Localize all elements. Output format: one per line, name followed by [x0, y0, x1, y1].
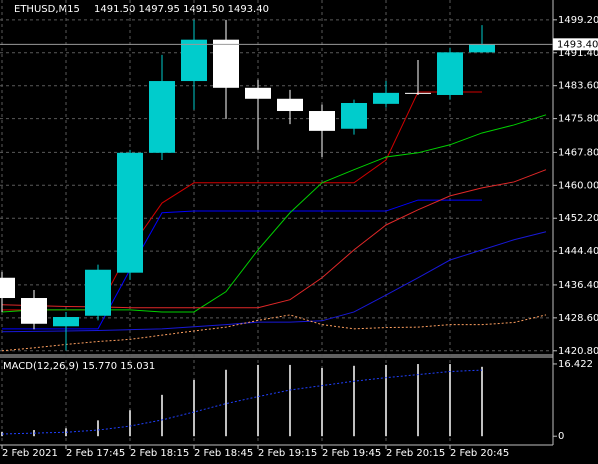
candle-body: [181, 39, 207, 82]
y-tick-label: 1452.20: [558, 213, 598, 224]
y-tick-label: 1475.80: [558, 114, 598, 125]
y-tick-label: 1436.40: [558, 280, 598, 291]
last-price-box: [553, 38, 598, 51]
x-tick-label: 2 Feb 18:15: [130, 448, 189, 459]
x-tick-label: 2 Feb 19:15: [258, 448, 317, 459]
y-tick-label: 1444.40: [558, 246, 598, 257]
indicator-line: [1, 169, 547, 309]
indicator-line: [1, 314, 547, 352]
x-tick-label: 2 Feb 20:45: [450, 448, 509, 459]
y-tick-label: 1428.60: [558, 313, 598, 324]
x-tick-label: 2 Feb 19:45: [322, 448, 381, 459]
candle-body: [85, 269, 111, 316]
symbol-title: ETHUSD,M15: [14, 4, 80, 15]
candle-body: [373, 92, 399, 104]
indicator-line: [2, 91, 482, 311]
candle-body: [0, 277, 15, 299]
indicator-line: [1, 231, 547, 333]
candle-body: [21, 298, 47, 324]
y-tick-label: 1499.20: [558, 15, 598, 26]
y-tick-label: 1420.80: [558, 346, 598, 357]
candle-body: [117, 152, 143, 273]
x-tick-label: 2 Feb 18:45: [194, 448, 253, 459]
last-price-label: 1493.40: [557, 39, 598, 50]
macd-title: MACD(12,26,9) 15.770 15.031: [3, 361, 155, 372]
candle-body: [309, 111, 335, 131]
candle-body: [405, 92, 431, 94]
candle-body: [341, 102, 367, 129]
y-tick-label: 1467.80: [558, 147, 598, 158]
indicator-line: [2, 199, 482, 330]
candle-body: [213, 39, 239, 88]
candle-body: [149, 81, 175, 153]
candle-body: [245, 87, 271, 99]
candle-body: [277, 98, 303, 112]
indicator-line: [1, 114, 547, 313]
y-tick-label: 1491.40: [558, 48, 598, 59]
y-tick-label: 1460.00: [558, 180, 598, 191]
candle-body: [469, 44, 495, 53]
y-tick-label: 0: [558, 431, 564, 442]
candle-body: [53, 317, 79, 327]
y-tick-label: 1483.60: [558, 81, 598, 92]
x-tick-label: 2 Feb 17:45: [66, 448, 125, 459]
x-tick-label: 2 Feb 2021: [2, 448, 58, 459]
ohlc-info: 1491.50 1497.95 1491.50 1493.40: [94, 4, 269, 15]
y-tick-label: 16.422: [558, 359, 593, 370]
x-tick-label: 2 Feb 20:15: [386, 448, 445, 459]
candle-body: [437, 52, 463, 95]
indicator-line: [1, 369, 483, 435]
